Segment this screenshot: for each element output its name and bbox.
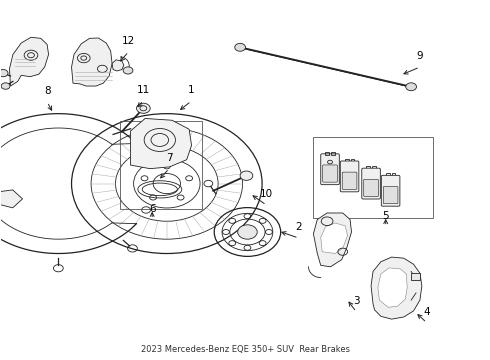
Polygon shape (112, 60, 124, 71)
Circle shape (235, 43, 245, 51)
Polygon shape (321, 223, 347, 253)
Bar (331, 152, 335, 155)
Bar (411, 273, 420, 280)
FancyBboxPatch shape (340, 161, 359, 192)
Text: 1: 1 (188, 85, 195, 95)
FancyBboxPatch shape (362, 168, 380, 199)
Text: 9: 9 (416, 51, 423, 61)
Circle shape (240, 171, 253, 180)
Circle shape (238, 225, 257, 239)
Bar (325, 152, 329, 155)
Bar (344, 159, 348, 162)
Bar (314, 137, 433, 218)
Text: 4: 4 (423, 307, 430, 317)
Bar (392, 173, 395, 177)
Text: 7: 7 (166, 153, 172, 163)
Bar (366, 166, 370, 170)
Text: 5: 5 (382, 211, 389, 221)
Text: 2: 2 (295, 222, 302, 232)
Polygon shape (371, 257, 422, 319)
FancyBboxPatch shape (364, 179, 378, 197)
FancyBboxPatch shape (321, 154, 339, 185)
Text: 12: 12 (122, 36, 135, 46)
Circle shape (0, 69, 8, 77)
Bar (372, 166, 376, 170)
Bar (350, 159, 354, 162)
Bar (386, 173, 390, 177)
FancyBboxPatch shape (323, 165, 337, 182)
Polygon shape (9, 37, 49, 86)
Circle shape (1, 83, 10, 89)
FancyBboxPatch shape (342, 172, 357, 189)
Polygon shape (130, 118, 192, 169)
Text: 3: 3 (353, 296, 360, 306)
Text: 8: 8 (44, 86, 50, 96)
Text: 11: 11 (137, 85, 150, 95)
Circle shape (137, 103, 150, 113)
Text: 6: 6 (149, 204, 155, 214)
Circle shape (406, 83, 416, 91)
Polygon shape (314, 213, 351, 267)
Circle shape (123, 67, 133, 74)
Polygon shape (378, 268, 407, 307)
Text: 10: 10 (260, 189, 273, 199)
FancyBboxPatch shape (381, 175, 400, 206)
Polygon shape (0, 190, 23, 208)
Polygon shape (72, 38, 112, 86)
FancyBboxPatch shape (383, 186, 398, 204)
Text: 2023 Mercedes-Benz EQE 350+ SUV  Rear Brakes: 2023 Mercedes-Benz EQE 350+ SUV Rear Bra… (141, 345, 349, 354)
Bar (121, 121, 202, 209)
